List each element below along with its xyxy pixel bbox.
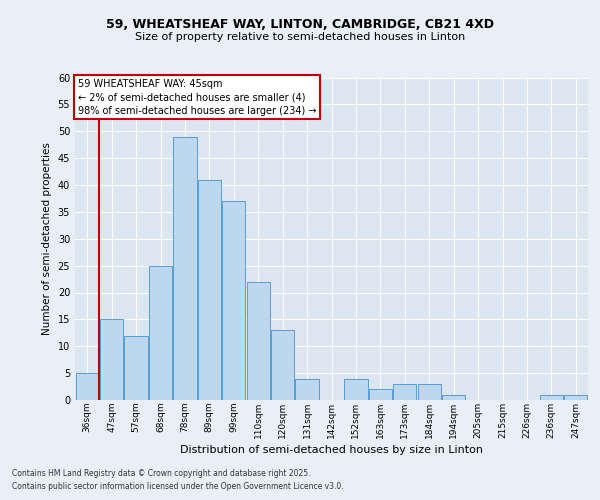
Bar xyxy=(271,330,294,400)
Bar xyxy=(149,266,172,400)
Bar xyxy=(295,378,319,400)
Text: Contains public sector information licensed under the Open Government Licence v3: Contains public sector information licen… xyxy=(12,482,344,491)
Bar xyxy=(369,389,392,400)
Bar xyxy=(418,384,441,400)
Bar xyxy=(393,384,416,400)
Y-axis label: Number of semi-detached properties: Number of semi-detached properties xyxy=(42,142,52,335)
Text: Contains HM Land Registry data © Crown copyright and database right 2025.: Contains HM Land Registry data © Crown c… xyxy=(12,468,311,477)
Bar xyxy=(100,320,123,400)
Bar xyxy=(124,336,148,400)
Bar xyxy=(76,373,99,400)
Bar xyxy=(344,378,368,400)
Text: Size of property relative to semi-detached houses in Linton: Size of property relative to semi-detach… xyxy=(135,32,465,42)
Bar xyxy=(442,394,465,400)
Bar xyxy=(247,282,270,400)
X-axis label: Distribution of semi-detached houses by size in Linton: Distribution of semi-detached houses by … xyxy=(180,444,483,454)
Bar xyxy=(198,180,221,400)
Text: 59 WHEATSHEAF WAY: 45sqm
← 2% of semi-detached houses are smaller (4)
98% of sem: 59 WHEATSHEAF WAY: 45sqm ← 2% of semi-de… xyxy=(77,79,316,116)
Bar xyxy=(173,136,197,400)
Bar xyxy=(222,201,245,400)
Bar xyxy=(540,394,563,400)
Bar xyxy=(564,394,587,400)
Text: 59, WHEATSHEAF WAY, LINTON, CAMBRIDGE, CB21 4XD: 59, WHEATSHEAF WAY, LINTON, CAMBRIDGE, C… xyxy=(106,18,494,30)
